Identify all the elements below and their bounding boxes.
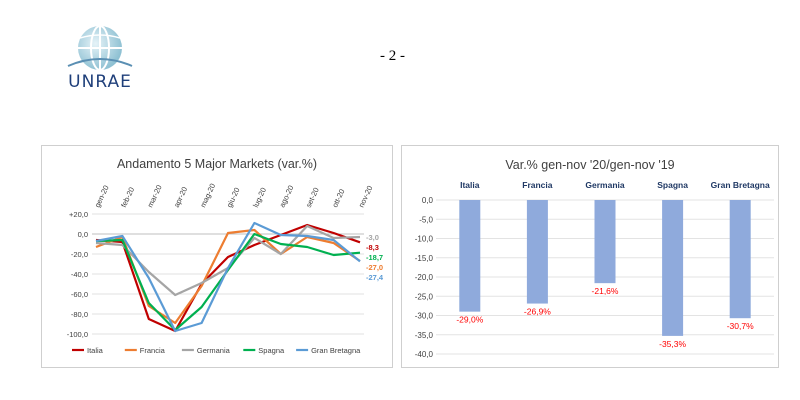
y-tick-label: +20,0 xyxy=(69,210,88,219)
bar-chart-panel: Var.% gen-nov '20/gen-nov '19 0,0 -5,0 -10… xyxy=(401,145,779,368)
series-line-germania xyxy=(95,224,361,297)
end-value-label: -18,7 xyxy=(366,253,383,262)
bar xyxy=(526,200,548,304)
data-label: -35,3% xyxy=(659,339,686,349)
x-tick-label: gen-20 xyxy=(93,184,111,209)
x-tick-label: ott-20 xyxy=(330,188,346,209)
x-tick-label: set-20 xyxy=(304,186,321,209)
y-tick-label: -60,0 xyxy=(71,290,88,299)
line-chart: +20,0 0,0 -20,0 -40,0 -60,0 -80,0 -100,0 gen-20… xyxy=(67,182,384,355)
series-line-gran-bretagna xyxy=(95,221,361,333)
y-tick-label: -10,0 xyxy=(415,235,434,244)
category-label: Gran Bretagna xyxy=(711,180,770,190)
data-label: -26,9% xyxy=(524,307,551,317)
category-label: Spagna xyxy=(657,180,688,190)
bar-chart-title: Var.% gen-nov '20/gen-nov '19 xyxy=(505,158,675,172)
end-value-label: -27,4 xyxy=(366,273,384,282)
bar xyxy=(594,200,616,284)
y-tick-label: -80,0 xyxy=(71,310,88,319)
y-tick-label: -40,0 xyxy=(71,270,88,279)
y-tick-label: -30,0 xyxy=(415,312,434,321)
x-tick-label: lug-20 xyxy=(251,186,268,209)
y-tick-label: -20,0 xyxy=(71,250,88,259)
bar xyxy=(459,200,481,312)
y-tick-label: 0,0 xyxy=(422,196,434,205)
data-label: -30,7% xyxy=(727,321,754,331)
category-label: Italia xyxy=(460,180,480,190)
data-label: -21,6% xyxy=(592,286,619,296)
end-value-label: -27,0 xyxy=(366,263,383,272)
y-tick-label: -5,0 xyxy=(419,215,433,224)
globe-icon xyxy=(67,25,133,71)
legend-label: Spagna xyxy=(258,346,285,355)
line-chart-panel: Andamento 5 Major Markets (var.%) +20,0 0… xyxy=(41,145,393,368)
category-label: Germania xyxy=(585,180,624,190)
y-tick-label: -25,0 xyxy=(415,292,434,301)
y-tick-label: -20,0 xyxy=(415,273,434,282)
bar xyxy=(662,200,684,336)
bar-chart: 0,0 -5,0 -10,0 -15,0 -20,0 -25,0 -30,0 -35,0 -40… xyxy=(415,180,774,359)
x-tick-label: ago-20 xyxy=(277,184,295,209)
logo-text: UNRAE xyxy=(68,72,132,92)
y-tick-label: -100,0 xyxy=(67,330,88,339)
y-tick-label: 0,0 xyxy=(78,230,88,239)
unrae-logo: UNRAE xyxy=(58,22,142,94)
legend-label: Germania xyxy=(197,346,231,355)
y-tick-label: -15,0 xyxy=(415,254,434,263)
series-line-francia xyxy=(95,228,361,325)
y-tick-label: -35,0 xyxy=(415,331,434,340)
category-label: Francia xyxy=(522,180,553,190)
x-tick-label: giu-20 xyxy=(225,186,242,209)
page-number: - 2 - xyxy=(380,48,405,64)
x-tick-label: mag-20 xyxy=(198,182,217,209)
bar xyxy=(729,200,751,319)
series-line-italia xyxy=(95,223,361,333)
legend-label: Francia xyxy=(140,346,166,355)
legend-label: Italia xyxy=(87,346,104,355)
end-value-label: -8,3 xyxy=(366,243,379,252)
legend-label: Gran Bretagna xyxy=(311,346,361,355)
x-tick-label: mar-20 xyxy=(145,184,163,209)
x-tick-label: apr-20 xyxy=(172,185,189,208)
y-tick-label: -40,0 xyxy=(415,350,434,359)
x-tick-label: nov-20 xyxy=(357,184,375,209)
data-label: -29,0% xyxy=(456,315,483,325)
end-value-label: -3,0 xyxy=(366,233,379,242)
line-chart-title: Andamento 5 Major Markets (var.%) xyxy=(116,157,318,171)
x-tick-label: feb-20 xyxy=(119,186,136,209)
